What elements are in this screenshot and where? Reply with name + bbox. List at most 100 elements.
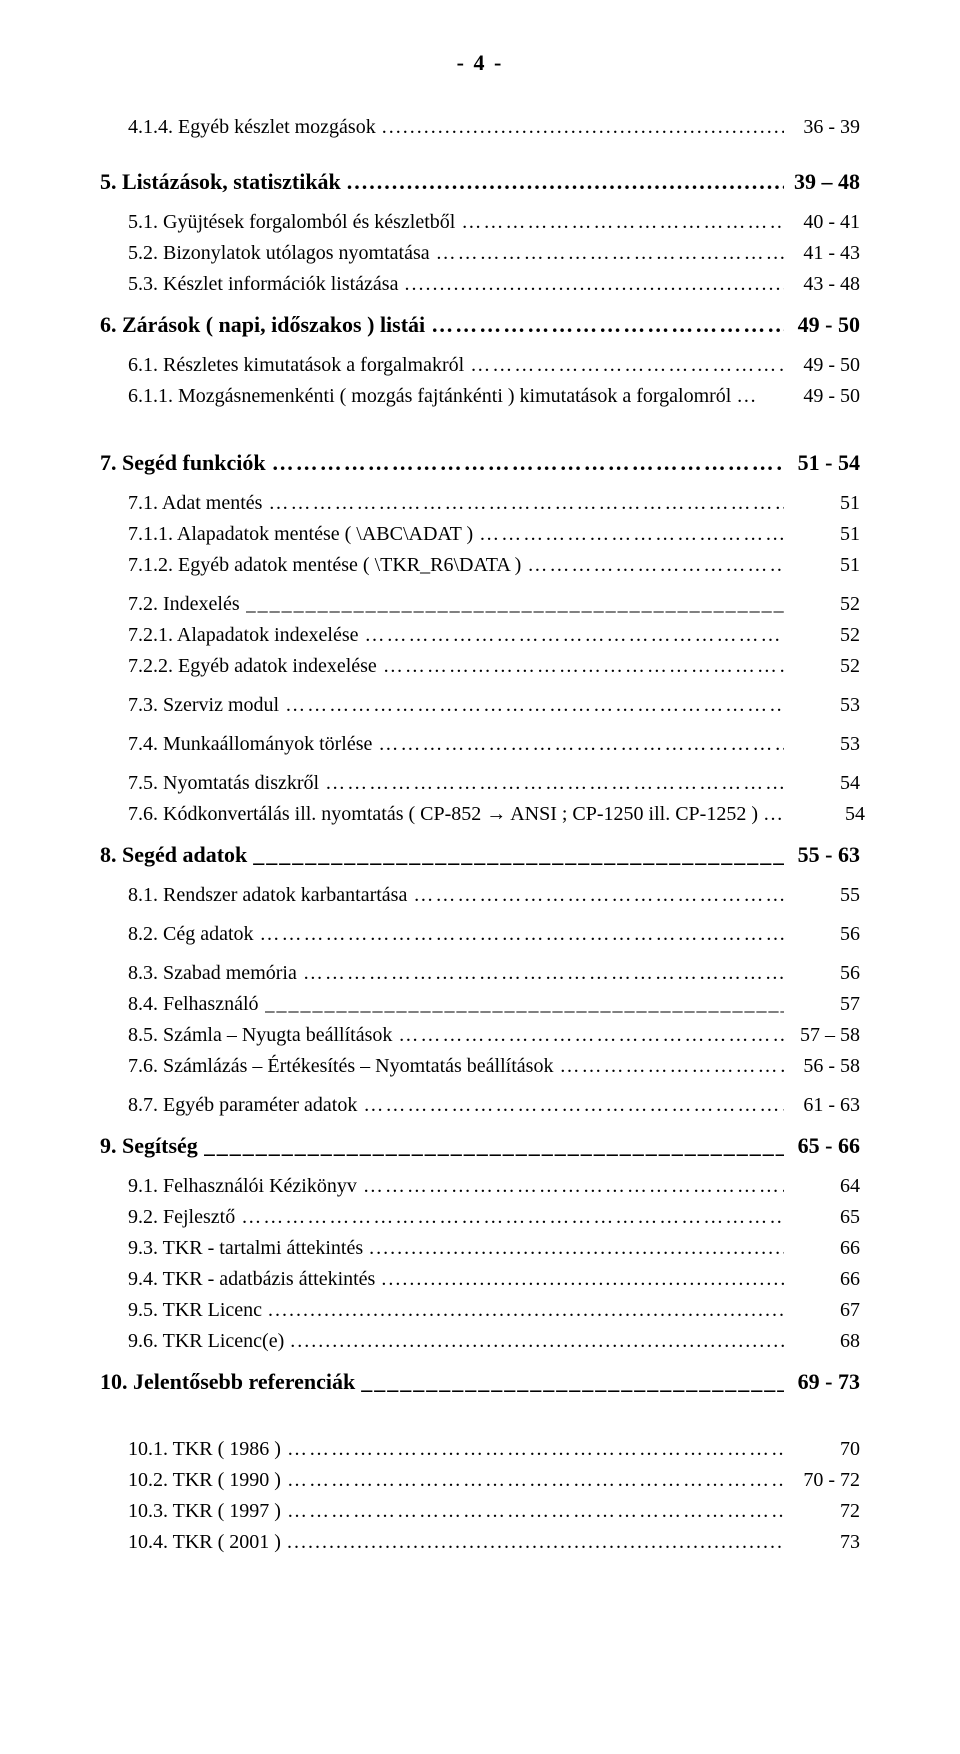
toc-label: 6.1. Részletes kimutatások a forgalmakró…: [128, 350, 464, 381]
toc-label: 10.1. TKR ( 1986 ): [128, 1434, 281, 1465]
toc-label: 7.2.2. Egyéb adatok indexelése: [128, 651, 377, 682]
toc-label: 7.5. Nyomtatás diszkről: [128, 768, 319, 799]
toc-page: 52: [790, 589, 860, 620]
toc-row: 9.1. Felhasználói Kézikönyv……………………………………: [100, 1171, 860, 1202]
toc-page: 61 - 63: [790, 1090, 860, 1121]
toc-leader: ……………………………………………………………………………………………………………: [268, 488, 784, 519]
toc-gap: [100, 412, 860, 446]
toc-row: 9.2. Fejlesztő………………………………………………………………………: [100, 1202, 860, 1233]
toc-page: 72: [790, 1496, 860, 1527]
toc-leader: ________________________________________…: [361, 1365, 784, 1399]
toc-label: 9.5. TKR Licenc: [128, 1295, 262, 1326]
toc-page: 57 – 58: [790, 1020, 860, 1051]
toc-row: 10. Jelentősebb referenciák_____________…: [100, 1365, 860, 1399]
toc-label: 8. Segéd adatok: [100, 838, 247, 872]
toc-page: 49 - 50: [790, 308, 860, 342]
toc-row: 8.4. Felhasználó________________________…: [100, 989, 860, 1020]
toc-row: 7.2. Indexelés__________________________…: [100, 589, 860, 620]
toc-row: 9.6. TKR Licenc(e)......................…: [100, 1326, 860, 1357]
toc-row: 5.3. Készlet információk listázása......…: [100, 269, 860, 300]
toc-leader: ________________________________________…: [246, 589, 784, 620]
toc-label: 7.2.1. Alapadatok indexelése: [128, 620, 359, 651]
toc-page: 68: [790, 1326, 860, 1357]
toc-row: 7.6. Számlázás – Értékesítés – Nyomtatás…: [100, 1051, 860, 1082]
toc-page: 40 - 41: [790, 207, 860, 238]
toc-leader: ........................................…: [287, 1527, 784, 1558]
toc-gap: [100, 480, 860, 488]
toc-gap: [100, 199, 860, 207]
toc-gap: [100, 872, 860, 880]
toc-gap: [100, 721, 860, 729]
toc-leader: ……………………………………………………………………………………………………………: [287, 1465, 784, 1496]
toc-page: 51: [790, 519, 860, 550]
toc-leader: ________________________________________…: [204, 1129, 784, 1163]
toc-row: 8.7. Egyéb paraméter adatok……………………………………: [100, 1090, 860, 1121]
toc-row: 6. Zárások ( napi, időszakos ) listái…………: [100, 308, 860, 342]
toc-page: 57: [790, 989, 860, 1020]
toc-label: 7. Segéd funkciók: [100, 446, 266, 480]
toc-leader: ……………………………………………………………………………………………………………: [436, 238, 784, 269]
toc-page: 56 - 58: [790, 1051, 860, 1082]
toc-row: 8.1. Rendszer adatok karbantartása…………………: [100, 880, 860, 911]
toc-gap: [100, 950, 860, 958]
toc-leader: ……………………………………………………………………………………………………………: [272, 446, 784, 480]
toc-label: 9.1. Felhasználói Kézikönyv: [128, 1171, 357, 1202]
toc-leader: ________________________________________…: [265, 989, 784, 1020]
toc-label: 4.1.4. Egyéb készlet mozgások: [128, 112, 376, 143]
toc-leader: ……………………………………………………………………………………………………………: [383, 651, 784, 682]
toc-gap: [100, 143, 860, 165]
toc-label: 7.1. Adat mentés: [128, 488, 262, 519]
toc-row: 7.5. Nyomtatás diszkről………………………………………………: [100, 768, 860, 799]
toc-page: 51: [790, 550, 860, 581]
toc-page: 55 - 63: [790, 838, 860, 872]
toc-label: 5.3. Készlet információk listázása: [128, 269, 398, 300]
toc-leader: ……………………………………………………………………………………………………………: [285, 690, 784, 721]
toc-row: 5.2. Bizonylatok utólagos nyomtatása……………: [100, 238, 860, 269]
toc-label: 6.1.1. Mozgásnemenkénti ( mozgás fajtánk…: [128, 381, 756, 412]
toc-leader: ……………………………………………………………………………………………………………: [527, 550, 784, 581]
toc-label: 8.1. Rendszer adatok karbantartása: [128, 880, 407, 911]
toc-leader: ……………………………………………………………………………………………………………: [398, 1020, 784, 1051]
toc-leader: ……………………………………………………………………………………………………………: [431, 308, 784, 342]
table-of-contents: 4.1.4. Egyéb készlet mozgások...........…: [100, 112, 860, 1558]
toc-page: 43 - 48: [790, 269, 860, 300]
toc-leader: ……………………………………………………………………………………………………………: [461, 207, 784, 238]
toc-page: 65 - 66: [790, 1129, 860, 1163]
toc-label: 8.5. Számla – Nyugta beállítások: [128, 1020, 392, 1051]
toc-gap: [100, 1082, 860, 1090]
toc-leader: ……………………………………………………………………………………………………………: [287, 1434, 784, 1465]
toc-label: 9.4. TKR - adatbázis áttekintés: [128, 1264, 375, 1295]
toc-label: 7.2. Indexelés: [128, 589, 240, 620]
toc-row: 8.5. Számla – Nyugta beállítások………………………: [100, 1020, 860, 1051]
toc-leader: ........................................…: [268, 1295, 784, 1326]
toc-row: 9. Segítség_____________________________…: [100, 1129, 860, 1163]
toc-row: 9.3. TKR - tartalmi áttekintés..........…: [100, 1233, 860, 1264]
toc-row: 7.2.2. Egyéb adatok indexelése……………………………: [100, 651, 860, 682]
toc-row: 7.6. Kódkonvertálás ill. nyomtatás ( CP-…: [100, 799, 860, 830]
toc-leader: ……………………………………………………………………………………………………………: [479, 519, 784, 550]
toc-row: 7. Segéd funkciók………………………………………………………………: [100, 446, 860, 480]
toc-gap: [100, 1357, 860, 1365]
toc-gap: [100, 911, 860, 919]
toc-label: 5.1. Gyüjtések forgalomból és készletből: [128, 207, 455, 238]
toc-page: 69 - 73: [790, 1365, 860, 1399]
toc-label: 7.1.1. Alapadatok mentése ( \ABC\ADAT ): [128, 519, 473, 550]
toc-page: 55: [790, 880, 860, 911]
toc-page: 65: [790, 1202, 860, 1233]
toc-row: 7.1.1. Alapadatok mentése ( \ABC\ADAT )……: [100, 519, 860, 550]
toc-label: 7.6. Kódkonvertálás ill. nyomtatás ( CP-…: [128, 799, 783, 830]
toc-row: 7.3. Szerviz modul……………………………………………………………: [100, 690, 860, 721]
toc-label: 8.2. Cég adatok: [128, 919, 254, 950]
toc-leader: ........................................…: [381, 1264, 784, 1295]
toc-label: 10.3. TKR ( 1997 ): [128, 1496, 281, 1527]
toc-label: 8.7. Egyéb paraméter adatok: [128, 1090, 357, 1121]
toc-row: 5.1. Gyüjtések forgalomból és készletből…: [100, 207, 860, 238]
toc-gap: [100, 682, 860, 690]
toc-page: 56: [790, 958, 860, 989]
toc-label: 8.4. Felhasználó: [128, 989, 259, 1020]
toc-page: 53: [790, 690, 860, 721]
page-container: - 4 - 4.1.4. Egyéb készlet mozgások.....…: [0, 0, 960, 1754]
toc-row: 10.4. TKR ( 2001 )......................…: [100, 1527, 860, 1558]
toc-leader: ……………………………………………………………………………………………………………: [260, 919, 784, 950]
toc-leader: ________________________________________…: [253, 838, 784, 872]
